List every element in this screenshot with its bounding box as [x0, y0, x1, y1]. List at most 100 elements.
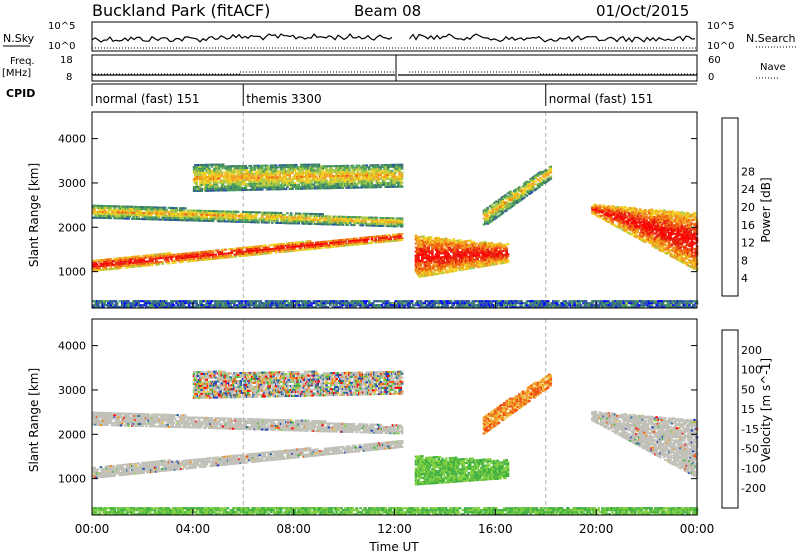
scatter-cell [374, 224, 377, 227]
scatter-cell [538, 185, 541, 188]
scatter-cell [495, 249, 498, 252]
scatter-cell [200, 253, 203, 255]
scatter-cell [205, 183, 208, 186]
scatter-cell [465, 242, 468, 245]
scatter-cell [423, 249, 427, 252]
scatter-cell [172, 209, 176, 211]
scatter-cell [103, 260, 106, 263]
scatter-cell [216, 175, 220, 178]
scatter-cell [272, 188, 275, 191]
scatter-cell [239, 187, 243, 190]
scatter-cell [370, 170, 374, 173]
scatter-cell [371, 235, 375, 238]
scatter-cell [160, 257, 163, 260]
scatter-cell [265, 170, 269, 173]
scatter-cell [494, 251, 497, 254]
scatter-cell [201, 209, 205, 212]
scatter-cell [342, 219, 346, 222]
scatter-cell [365, 164, 369, 167]
scatter-cell [311, 243, 314, 246]
scatter-cell [320, 175, 323, 178]
scatter-cell [236, 247, 240, 250]
scatter-cell [294, 241, 298, 244]
scatter-cell [94, 261, 98, 264]
scatter-cell [339, 241, 342, 244]
scatter-cell [259, 253, 263, 256]
scatter-cell [398, 169, 401, 172]
scatter-cell [345, 176, 348, 179]
scatter-cell [620, 222, 623, 224]
scatter-cell [533, 183, 536, 186]
scatter-cell [345, 242, 348, 245]
scatter-cell [282, 178, 285, 181]
scatter-cell [262, 170, 265, 173]
scatter-cell [196, 255, 200, 258]
scatter-cell [282, 222, 285, 225]
scatter-cell [400, 163, 404, 166]
scatter-cell [371, 172, 375, 175]
scatter-cell [452, 270, 456, 273]
freq-label: Freq. [10, 56, 35, 67]
nsearch-label: N.Search [746, 32, 796, 45]
scatter-cell [226, 167, 230, 170]
scatter-cell [302, 165, 306, 168]
scatter-cell [344, 178, 347, 181]
scatter-cell [525, 194, 529, 197]
scatter-cell [383, 223, 386, 225]
scatter-cell [400, 221, 404, 224]
scatter-cell [253, 168, 256, 171]
scatter-cell [468, 249, 472, 252]
scatter-cell [273, 170, 277, 173]
scatter-cell [298, 179, 302, 182]
scatter-cell [288, 246, 292, 249]
scatter-cell [400, 167, 404, 170]
scatter-cell [312, 175, 316, 178]
scatter-cell [308, 218, 312, 221]
scatter-cell [152, 216, 156, 219]
scatter-cell [322, 181, 326, 184]
scatter-cell [342, 217, 346, 220]
scatter-cell [463, 252, 467, 255]
scatter-cell [297, 214, 300, 217]
scatter-cell [431, 249, 434, 252]
scatter-cell [197, 215, 201, 218]
scatter-cell [268, 248, 272, 251]
scatter-cell [95, 263, 99, 266]
scatter-cell [378, 172, 381, 175]
scatter-cell [260, 188, 264, 191]
scatter-cell [287, 164, 290, 167]
scatter-cell [381, 166, 385, 169]
scatter-cell [192, 251, 196, 254]
scatter-cell [170, 258, 173, 261]
scatter-cell [242, 169, 245, 171]
scatter-cell [239, 175, 243, 178]
scatter-cell [281, 245, 284, 247]
scatter-cell [192, 257, 196, 260]
scatter-cell [279, 216, 283, 218]
scatter-cell [129, 260, 133, 263]
scatter-cell [492, 263, 496, 266]
scatter-cell [284, 218, 288, 221]
scatter-cell [293, 247, 297, 250]
scatter-cell [308, 187, 312, 190]
scatter-cell [213, 218, 216, 221]
scatter-cell [329, 215, 332, 218]
scatter-cell [431, 239, 434, 242]
scatter-cell [104, 264, 108, 267]
scatter-cell [175, 257, 178, 260]
scatter-cell [380, 220, 384, 223]
scatter-cell [339, 167, 342, 169]
scatter-cell [306, 187, 309, 190]
scatter-cell [374, 216, 377, 219]
scatter-cell [279, 214, 283, 216]
scatter-cell [168, 254, 172, 257]
scatter-cell [370, 176, 374, 179]
scatter-cell [274, 174, 278, 177]
scatter-cell [255, 186, 259, 189]
scatter-cell [209, 210, 212, 212]
scatter-cell [127, 256, 130, 259]
scatter-cell [245, 175, 249, 177]
scatter-cell [323, 177, 327, 180]
scatter-cell [258, 180, 261, 183]
scatter-cell [376, 184, 380, 187]
